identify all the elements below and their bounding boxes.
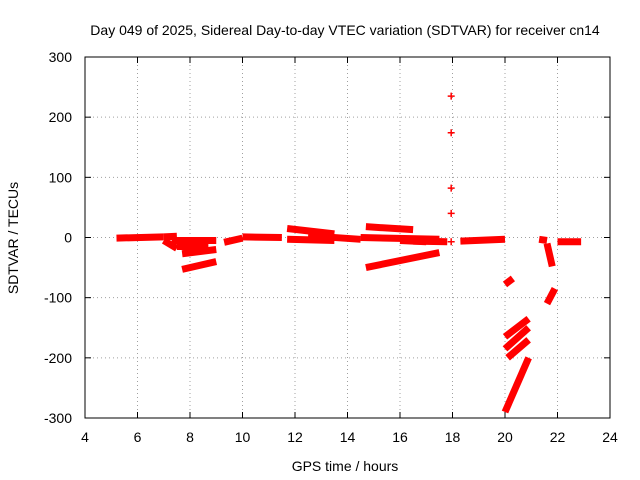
x-tick-label: 8 (186, 429, 194, 445)
x-tick-label: 6 (134, 429, 142, 445)
chart-title: Day 049 of 2025, Sidereal Day-to-day VTE… (90, 22, 600, 38)
data-segment (543, 242, 556, 268)
data-segment (502, 275, 515, 288)
data-segment (181, 258, 218, 273)
x-tick-label: 22 (550, 429, 566, 445)
data-segment (181, 246, 217, 258)
x-tick-label: 10 (235, 429, 251, 445)
data-point (447, 209, 455, 217)
data-layer (116, 92, 582, 414)
x-tick-label: 18 (445, 429, 461, 445)
data-segment (538, 235, 548, 244)
y-tick-label: -300 (44, 410, 72, 426)
data-segment (505, 337, 531, 361)
y-tick-label: -100 (44, 290, 72, 306)
data-segment (460, 235, 506, 245)
y-tick-label: -200 (44, 350, 72, 366)
data-segment (286, 224, 335, 238)
data-point (447, 238, 455, 246)
plot-frame (84, 56, 611, 419)
data-segment (116, 233, 164, 242)
axis-layer: 4 6 8 10 12 14 16 18 20 22 24 -300 -200 -100 0 100 200 30… (44, 49, 618, 445)
data-segment (365, 249, 441, 272)
y-tick-label: 300 (49, 49, 73, 65)
data-segment (223, 234, 244, 246)
data-segment (163, 232, 178, 241)
x-tick-label: 4 (81, 429, 89, 445)
x-tick-label: 24 (602, 429, 618, 445)
y-tick-label: 100 (49, 169, 73, 185)
y-axis-label: SDTVAR / TECUs (5, 182, 21, 294)
data-segment (543, 287, 558, 306)
x-axis-label: GPS time / hours (292, 458, 399, 474)
x-tick-label: 14 (340, 429, 356, 445)
data-point (447, 92, 455, 100)
data-point (447, 184, 455, 192)
x-tick-label: 20 (497, 429, 513, 445)
y-tick-label: 200 (49, 109, 73, 125)
data-segment (502, 315, 531, 340)
data-segment (307, 232, 361, 243)
data-segment (501, 356, 532, 414)
data-point (447, 129, 455, 137)
data-segment (502, 325, 531, 352)
x-tick-label: 16 (392, 429, 408, 445)
x-tick-label: 12 (287, 429, 303, 445)
data-segment (365, 223, 414, 234)
data-segment (413, 237, 448, 246)
data-segment (242, 233, 282, 241)
y-tick-label: 0 (64, 230, 72, 246)
data-segment (161, 237, 179, 252)
